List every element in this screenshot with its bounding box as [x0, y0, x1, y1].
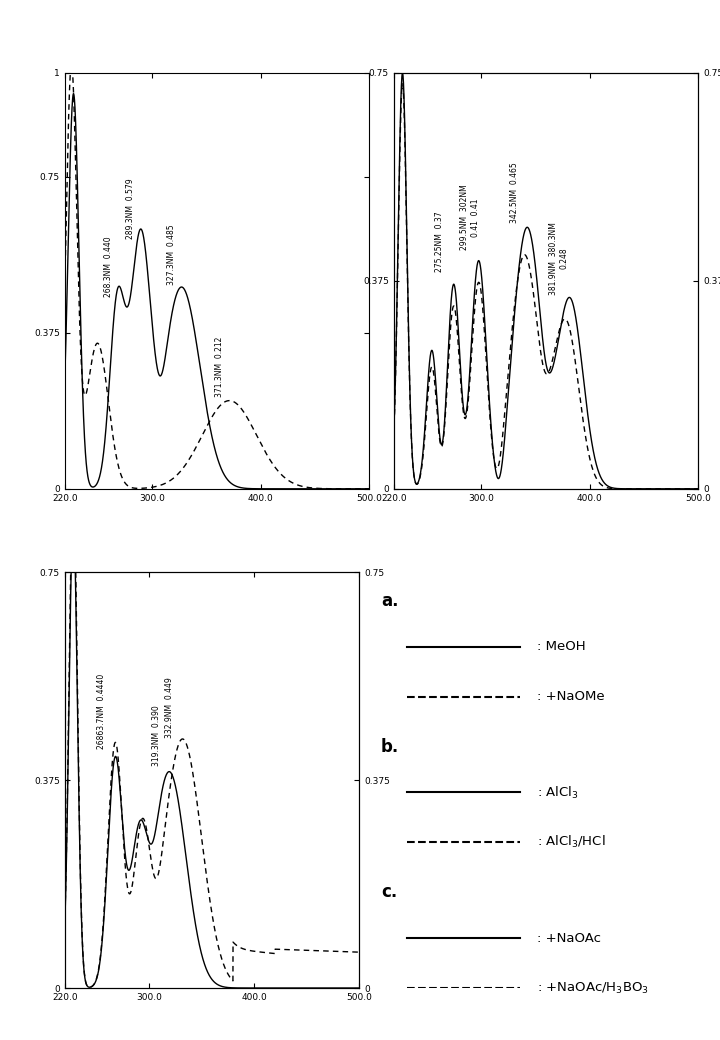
Text: 327.3NM  0.485: 327.3NM 0.485 — [167, 225, 176, 285]
Text: : +NaOAc: : +NaOAc — [536, 932, 600, 944]
Text: 332.9NM  0.449: 332.9NM 0.449 — [166, 678, 174, 738]
Text: b.: b. — [381, 737, 400, 756]
Text: a.: a. — [381, 592, 399, 610]
Text: : +NaOMe: : +NaOMe — [536, 691, 604, 703]
Text: 381.9NM  380.3NM
0.248: 381.9NM 380.3NM 0.248 — [549, 222, 569, 294]
Text: 319.3NM  0.390: 319.3NM 0.390 — [152, 705, 161, 766]
Text: : +NaOAc/H$_3$BO$_3$: : +NaOAc/H$_3$BO$_3$ — [536, 981, 649, 995]
Text: 268.3NM  0.440: 268.3NM 0.440 — [104, 237, 113, 297]
Text: 299.5NM  302NM
0.41  0.41: 299.5NM 302NM 0.41 0.41 — [460, 184, 480, 251]
Text: : AlCl$_3$/HCl: : AlCl$_3$/HCl — [536, 834, 606, 851]
Text: 371.3NM  0.212: 371.3NM 0.212 — [215, 337, 224, 397]
Text: 26863.7NM  0.4440: 26863.7NM 0.4440 — [97, 674, 106, 750]
Text: : MeOH: : MeOH — [536, 641, 585, 653]
Text: 289.3NM  0.579: 289.3NM 0.579 — [125, 179, 135, 239]
Text: 275.25NM  0.37: 275.25NM 0.37 — [435, 212, 444, 272]
Text: 342.5NM  0.465: 342.5NM 0.465 — [510, 162, 519, 223]
Text: c.: c. — [381, 883, 397, 902]
Text: : AlCl$_3$: : AlCl$_3$ — [536, 784, 578, 801]
